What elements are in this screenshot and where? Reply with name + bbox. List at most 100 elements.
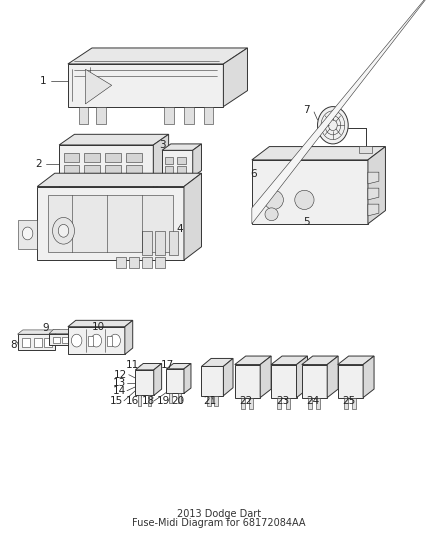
Circle shape: [318, 107, 348, 144]
Polygon shape: [286, 398, 290, 409]
Polygon shape: [49, 329, 80, 334]
Polygon shape: [363, 356, 374, 398]
Ellipse shape: [295, 190, 314, 209]
Polygon shape: [105, 153, 121, 162]
Text: 15: 15: [110, 396, 123, 406]
Text: 21: 21: [204, 396, 217, 406]
Polygon shape: [359, 146, 372, 153]
Text: 18: 18: [142, 396, 155, 406]
Polygon shape: [126, 153, 141, 162]
Polygon shape: [49, 334, 75, 345]
Polygon shape: [135, 364, 162, 370]
Polygon shape: [138, 395, 141, 406]
Circle shape: [22, 227, 33, 240]
Polygon shape: [252, 0, 438, 224]
Polygon shape: [22, 338, 30, 347]
Polygon shape: [125, 320, 133, 354]
Text: 9: 9: [42, 323, 49, 333]
Polygon shape: [235, 365, 260, 398]
Polygon shape: [165, 157, 173, 164]
Polygon shape: [53, 337, 60, 343]
Polygon shape: [223, 358, 233, 395]
Polygon shape: [105, 176, 121, 185]
Polygon shape: [327, 356, 338, 398]
Polygon shape: [84, 176, 100, 185]
Polygon shape: [37, 173, 201, 187]
Polygon shape: [64, 176, 79, 185]
Polygon shape: [201, 367, 223, 395]
Polygon shape: [126, 165, 141, 173]
Polygon shape: [142, 257, 152, 268]
Polygon shape: [316, 398, 320, 409]
Polygon shape: [135, 370, 154, 395]
Polygon shape: [18, 334, 55, 350]
Polygon shape: [241, 398, 245, 409]
Circle shape: [58, 224, 69, 237]
Polygon shape: [169, 231, 178, 255]
Polygon shape: [235, 356, 271, 365]
Polygon shape: [184, 173, 201, 260]
Text: 3: 3: [159, 140, 166, 150]
Polygon shape: [105, 165, 121, 173]
Polygon shape: [178, 393, 181, 403]
Polygon shape: [338, 365, 363, 398]
Circle shape: [71, 334, 82, 347]
Ellipse shape: [264, 190, 283, 209]
Circle shape: [91, 334, 102, 347]
Polygon shape: [44, 338, 52, 347]
Text: 13: 13: [113, 378, 126, 387]
Text: 22: 22: [240, 396, 253, 406]
Text: Fuse-Midi Diagram for 68172084AA: Fuse-Midi Diagram for 68172084AA: [132, 519, 306, 528]
Polygon shape: [34, 338, 42, 347]
Polygon shape: [223, 48, 247, 107]
Polygon shape: [207, 395, 211, 407]
Polygon shape: [177, 166, 186, 174]
Polygon shape: [204, 107, 213, 124]
Polygon shape: [166, 369, 184, 393]
Polygon shape: [84, 153, 100, 162]
Polygon shape: [18, 220, 37, 249]
Polygon shape: [184, 107, 194, 124]
Text: 14: 14: [113, 386, 126, 395]
Text: 16: 16: [126, 396, 139, 406]
Text: 8: 8: [10, 341, 17, 350]
Polygon shape: [153, 134, 169, 189]
Polygon shape: [59, 145, 153, 189]
Text: 2: 2: [35, 159, 42, 168]
Polygon shape: [214, 395, 218, 407]
Polygon shape: [308, 398, 312, 409]
Polygon shape: [368, 147, 385, 224]
Text: 7: 7: [303, 106, 310, 115]
Polygon shape: [277, 398, 281, 409]
Polygon shape: [271, 365, 297, 398]
Polygon shape: [107, 336, 112, 346]
Polygon shape: [177, 157, 186, 164]
Polygon shape: [271, 356, 307, 365]
Text: 12: 12: [114, 370, 127, 379]
Text: 20: 20: [171, 396, 184, 406]
Polygon shape: [88, 336, 93, 346]
Polygon shape: [148, 395, 151, 406]
Ellipse shape: [265, 208, 278, 221]
Polygon shape: [154, 364, 162, 395]
Polygon shape: [368, 172, 379, 184]
Polygon shape: [169, 393, 172, 403]
Polygon shape: [64, 153, 79, 162]
Polygon shape: [193, 144, 201, 177]
Polygon shape: [162, 144, 201, 150]
Text: 19: 19: [157, 396, 170, 406]
Polygon shape: [162, 150, 193, 177]
Polygon shape: [344, 398, 348, 409]
Polygon shape: [79, 107, 88, 124]
Polygon shape: [368, 188, 379, 200]
Polygon shape: [249, 398, 253, 409]
Polygon shape: [18, 330, 60, 334]
Polygon shape: [68, 64, 223, 107]
Polygon shape: [201, 358, 233, 367]
Polygon shape: [62, 337, 69, 343]
Polygon shape: [155, 231, 165, 255]
Text: 1: 1: [39, 76, 46, 86]
Polygon shape: [129, 257, 139, 268]
Polygon shape: [260, 356, 271, 398]
Circle shape: [110, 334, 120, 347]
